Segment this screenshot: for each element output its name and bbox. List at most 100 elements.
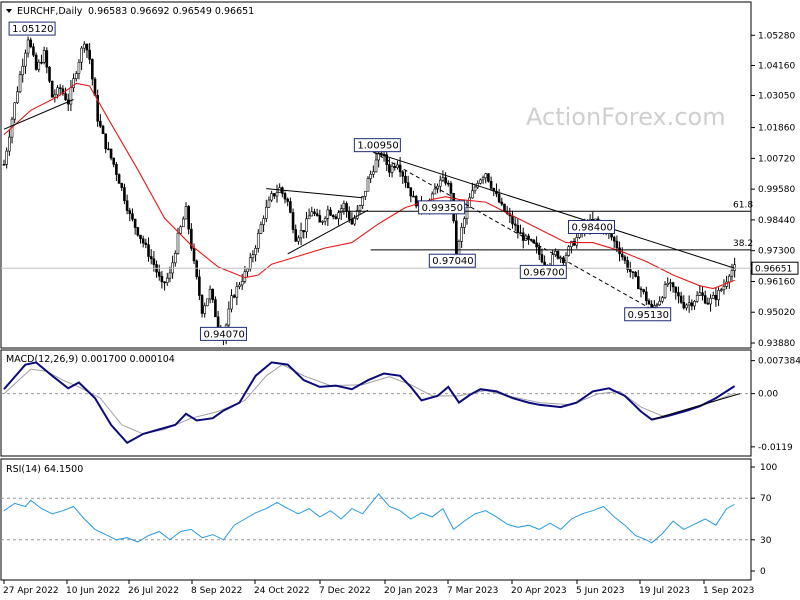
macd-main-line — [3, 361, 736, 445]
candle-body — [529, 239, 533, 241]
candle-body — [567, 246, 571, 256]
candle-body — [519, 232, 522, 234]
candle-body — [714, 295, 718, 301]
candle-body — [690, 302, 694, 307]
price-axis-label: 1.04160 — [758, 62, 795, 72]
candle-body — [315, 213, 319, 216]
candle-body — [77, 61, 81, 74]
candle-body — [187, 206, 190, 230]
candle-body — [176, 232, 180, 254]
candle-body — [291, 212, 295, 230]
candle-body — [104, 133, 108, 150]
price-level-label: 0.98400 — [571, 222, 612, 233]
candle-body — [254, 248, 257, 256]
candle-body — [256, 233, 260, 249]
macd-title: MACD(12,26,9) 0.001700 0.000104 — [6, 354, 175, 365]
candle-body — [248, 257, 252, 270]
candle-body — [203, 305, 207, 314]
price-panel — [0, 1, 752, 349]
candle-body — [50, 80, 54, 98]
candle-body — [168, 272, 172, 279]
candle-body — [655, 304, 659, 307]
candle-body — [58, 87, 62, 90]
candle-body — [471, 190, 474, 199]
candle-body — [56, 87, 59, 96]
candle-body — [441, 177, 445, 181]
candle-body — [299, 230, 303, 239]
candle-body — [307, 215, 311, 220]
candle-body — [69, 87, 73, 105]
candle-body — [342, 203, 346, 210]
x-axis-label: 20 Apr 2023 — [511, 586, 567, 596]
price-axis-label: 0.99580 — [758, 185, 795, 195]
macd-trendline — [651, 393, 741, 421]
candle-body — [91, 59, 94, 80]
candle-body — [636, 276, 640, 290]
candle-body — [259, 224, 263, 234]
candle-body — [96, 95, 99, 122]
candle-body — [709, 297, 712, 305]
price-level-box — [353, 138, 401, 153]
candle-body — [42, 50, 46, 63]
trendline — [373, 151, 735, 269]
last-price-box — [751, 261, 799, 275]
candle-body — [40, 61, 43, 64]
candle-body — [345, 203, 348, 212]
candle-body — [653, 305, 656, 308]
candle-body — [682, 301, 686, 309]
candle-body — [489, 181, 493, 189]
candle-body — [468, 197, 471, 208]
candle-body — [554, 250, 557, 255]
candle-body — [157, 271, 161, 277]
candle-body — [289, 201, 292, 213]
candle-body — [661, 297, 664, 302]
candle-body — [37, 61, 41, 70]
dropdown-triangle-icon[interactable] — [6, 9, 12, 13]
candle-body — [294, 229, 298, 242]
candle-body — [26, 39, 30, 54]
candle-body — [283, 193, 287, 200]
last-price-label: 0.96651 — [755, 265, 792, 275]
candle-body — [658, 300, 662, 306]
rsi-axis-label: 70 — [760, 494, 772, 504]
x-axis-label: 10 Jun 2022 — [66, 586, 120, 596]
candle-body — [5, 150, 8, 165]
rsi-axis-label: 30 — [760, 536, 772, 546]
price-level-label: 1.05120 — [12, 24, 53, 35]
price-axis-label: 1.00720 — [758, 154, 795, 164]
x-axis-label: 5 Jun 2023 — [576, 586, 624, 596]
candle-body — [717, 290, 720, 301]
candle-body — [141, 238, 145, 244]
macd-axis-label: 0.00 — [758, 390, 778, 400]
candle-body — [232, 295, 236, 298]
candle-body — [642, 289, 645, 293]
candle-body — [45, 50, 49, 68]
rsi-axis-label: 0 — [760, 567, 766, 577]
candle-body — [206, 298, 209, 307]
candle-body — [556, 250, 560, 259]
candle-body — [305, 218, 308, 233]
candle-body — [163, 281, 166, 284]
candle-body — [623, 256, 627, 261]
candle-body — [446, 182, 450, 185]
x-axis-label: 24 Oct 2022 — [254, 586, 310, 596]
candle-body — [32, 46, 35, 56]
candle-body — [184, 206, 188, 220]
candle-body — [631, 271, 635, 273]
candle-body — [24, 52, 27, 67]
candle-body — [182, 218, 185, 228]
price-level-label: 0.94070 — [203, 329, 244, 340]
candle-body — [612, 236, 616, 242]
candle-body — [267, 199, 271, 208]
candle-body — [133, 218, 137, 228]
fib-level-label: 38.2 — [733, 239, 753, 249]
candle-body — [64, 93, 67, 101]
candle-body — [230, 295, 233, 310]
candle-body — [139, 234, 142, 240]
candle-body — [123, 187, 126, 202]
candle-body — [147, 244, 150, 257]
candle-body — [264, 206, 268, 219]
candle-body — [497, 193, 501, 203]
price-level-label: 1.00950 — [357, 141, 398, 152]
